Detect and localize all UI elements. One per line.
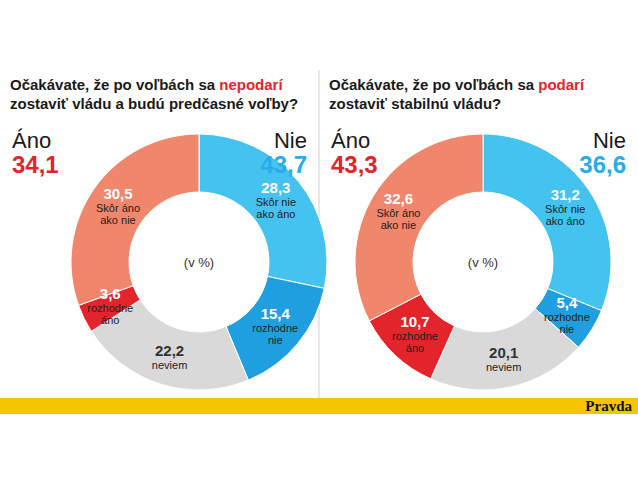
group-name: Áno <box>12 128 51 153</box>
value-label: 22,2 <box>155 342 184 359</box>
slices <box>71 134 327 390</box>
category-line: nie <box>268 334 283 346</box>
group-name: Áno <box>331 128 370 153</box>
title-word: sa <box>513 76 535 93</box>
title-word: predčasné <box>165 95 244 112</box>
title-word: po <box>109 76 132 93</box>
category-line: rozhodne <box>544 311 590 323</box>
category-label: Skôr nieako áno <box>545 203 585 227</box>
title-word: podarí <box>534 76 585 93</box>
chart-root: Očakávate, že po voľbách sa nepodarí zost… <box>0 0 638 480</box>
center-label: (v %) <box>468 255 498 270</box>
panel: Očakávate, že po voľbách sa nepodarí zost… <box>10 76 327 390</box>
slice-labels: 31,2Skôr nieako áno5,4rozhodnenie20,1nev… <box>376 186 589 372</box>
category-line: ako áno <box>546 215 585 227</box>
slice <box>91 300 248 390</box>
category-label: Skôr ánoako nie <box>376 207 420 231</box>
value-label: 28,3 <box>261 179 290 196</box>
title: Očakávate, že po voľbách sa podarí zostav… <box>329 76 585 112</box>
value-label: 20,1 <box>489 344 518 361</box>
title-word: zostaviť <box>10 95 69 112</box>
title-word: Očakávate, <box>329 76 408 93</box>
category-line: ako áno <box>256 208 295 220</box>
title-word: sa <box>194 76 216 93</box>
category-line: Skôr nie <box>545 203 585 215</box>
group-value: 43,7 <box>260 151 307 178</box>
category-label: rozhodneáno <box>87 302 133 326</box>
value-label: 3,6 <box>100 285 121 302</box>
title-word: Očakávate, <box>10 76 89 93</box>
title-word: nepodarí <box>215 76 283 93</box>
category-line: rozhodne <box>252 322 298 334</box>
title-word: po <box>428 76 451 93</box>
title-word: zostaviť <box>329 95 388 112</box>
category-label: neviem <box>152 359 187 371</box>
title-word: a <box>111 95 124 112</box>
center-label: (v %) <box>184 255 214 270</box>
source: Pravda <box>585 398 632 414</box>
group-name: Nie <box>593 128 626 153</box>
title-word: voľbách <box>132 76 194 93</box>
category-line: Skôr nie <box>256 196 296 208</box>
category-label: rozhodneáno <box>392 330 438 354</box>
value-label: 32,6 <box>384 190 413 207</box>
category-label: Skôr ánoako nie <box>96 202 140 226</box>
title-word: vládu? <box>449 95 502 112</box>
title-word: stabilnú <box>387 95 449 112</box>
title: Očakávate, že po voľbách sa nepodarí zost… <box>10 76 298 112</box>
title-word: vládu <box>68 95 111 112</box>
title-word: voľbách <box>451 76 513 93</box>
category-line: áno <box>101 314 119 326</box>
value-label: 31,2 <box>551 186 580 203</box>
category-line: neviem <box>152 359 187 371</box>
value-label: 15,4 <box>261 305 291 322</box>
group-value: 34,1 <box>12 151 59 178</box>
slice <box>71 134 199 305</box>
title-word: budú <box>124 95 165 112</box>
category-line: Skôr áno <box>376 207 420 219</box>
title-word: že <box>89 76 109 93</box>
category-label: Skôr nieako áno <box>256 196 296 220</box>
category-label: rozhodnenie <box>544 311 590 335</box>
category-label: neviem <box>486 361 521 373</box>
value-label: 5,4 <box>556 294 578 311</box>
group-name: Nie <box>274 128 307 153</box>
category-line: nie <box>560 323 575 335</box>
slice <box>199 134 327 288</box>
category-line: Skôr áno <box>96 202 140 214</box>
category-label: rozhodnenie <box>252 322 298 346</box>
category-line: ako nie <box>100 214 135 226</box>
slices <box>355 134 611 390</box>
footer-strip <box>0 398 638 414</box>
value-label: 30,5 <box>103 185 132 202</box>
category-line: áno <box>406 342 424 354</box>
title-word: voľby? <box>244 95 298 112</box>
background <box>0 0 638 480</box>
category-line: ako nie <box>381 219 416 231</box>
group-value: 43,3 <box>331 151 378 178</box>
title-word: že <box>408 76 428 93</box>
category-line: rozhodne <box>87 302 133 314</box>
category-line: rozhodne <box>392 330 438 342</box>
value-label: 10,7 <box>400 313 429 330</box>
group-value: 36,6 <box>579 151 626 178</box>
slice-labels: 28,3Skôr nieako áno15,4rozhodnenie22,2ne… <box>87 179 298 370</box>
category-line: neviem <box>486 361 521 373</box>
panel: Očakávate, že po voľbách sa podarí zostav… <box>329 76 626 390</box>
